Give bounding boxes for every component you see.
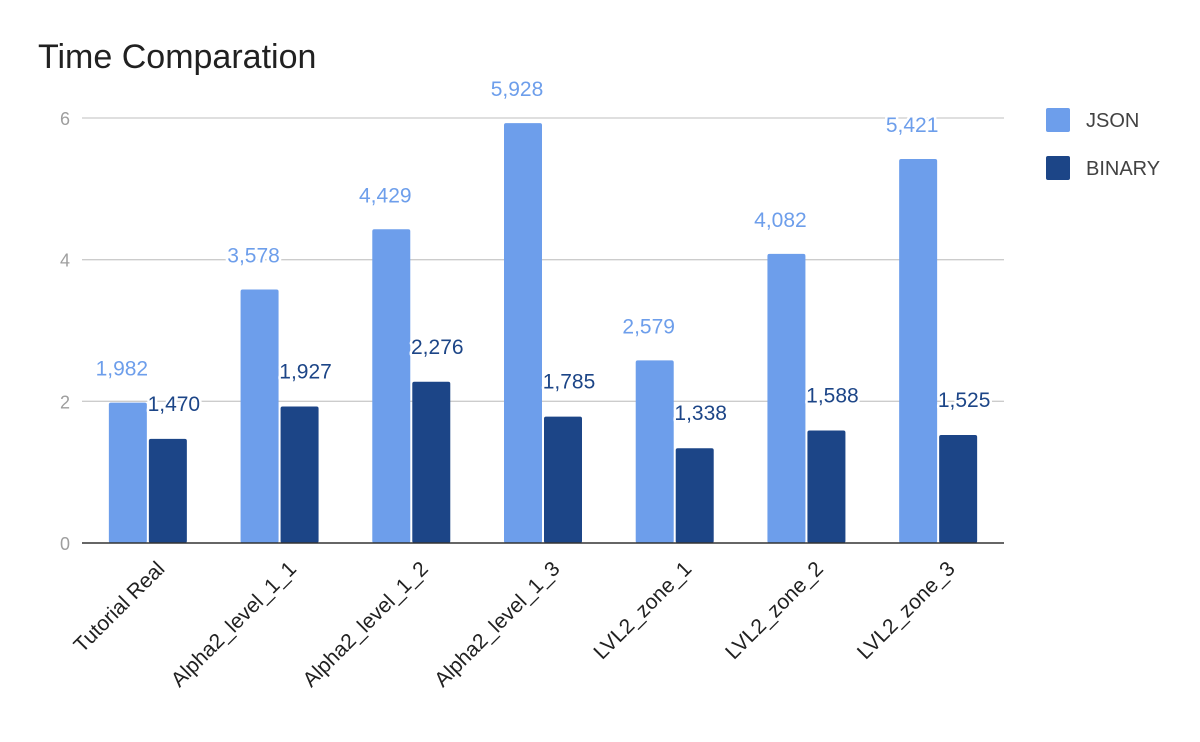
bar-json [240, 289, 279, 543]
bar-json [635, 360, 674, 543]
x-category-label: Alpha2_level_1_3 [430, 557, 564, 691]
data-label: 4,429 [359, 184, 412, 207]
chart-title: Time Comparation [38, 38, 317, 76]
data-label: 1,927 [279, 361, 332, 384]
bar-binary [939, 434, 978, 543]
data-label: 1,470 [148, 393, 201, 416]
x-category-label: LVL2_zone_3 [853, 557, 960, 664]
data-label: 1,982 [96, 358, 149, 381]
bar-binary [280, 406, 319, 543]
bar-json [108, 402, 147, 543]
legend-label-json: JSON [1086, 110, 1139, 132]
bar-binary [544, 416, 582, 543]
data-label: 5,928 [491, 78, 544, 101]
y-axis-ticks: 0 2 4 6 [60, 109, 70, 554]
y-tick-label: 6 [60, 109, 70, 129]
x-category-label: Tutorial Real [69, 557, 169, 657]
bar-binary [675, 448, 714, 543]
data-label: 1,525 [938, 389, 991, 412]
bar-json [767, 253, 806, 543]
legend-swatch-json [1046, 108, 1070, 132]
data-label: 4,082 [754, 209, 807, 232]
x-category-label: Alpha2_level_1_2 [298, 557, 432, 691]
bar-json [899, 159, 938, 543]
bar-binary [807, 430, 846, 543]
data-label: 2,276 [411, 336, 464, 359]
data-label: 2,579 [622, 315, 675, 338]
bar-json [372, 229, 411, 543]
data-label: 1,588 [806, 385, 859, 408]
bar-binary [148, 438, 187, 543]
legend-label-binary: BINARY [1086, 158, 1160, 180]
x-category-label: LVL2_zone_1 [589, 557, 696, 664]
data-labels: 1,982 1,470 3,578 1,927 4,429 2,276 5,928 1,785… [93, 76, 993, 428]
bars [108, 123, 978, 543]
data-label: 1,338 [674, 402, 727, 425]
bar-json [504, 123, 542, 543]
data-label: 5,421 [886, 114, 939, 137]
grid-lines [82, 117, 1004, 402]
data-label: 3,578 [227, 245, 280, 268]
y-tick-label: 2 [60, 392, 70, 412]
bar-binary [412, 381, 451, 543]
y-tick-label: 0 [60, 534, 70, 554]
x-category-label: LVL2_zone_2 [721, 557, 828, 664]
x-category-label: Alpha2_level_1_1 [167, 557, 301, 691]
legend-swatch-binary [1046, 156, 1070, 180]
x-axis-categories: Tutorial RealAlpha2_level_1_1Alpha2_leve… [69, 557, 959, 691]
legend: JSON BINARY [1046, 108, 1160, 180]
y-tick-label: 4 [60, 251, 70, 271]
data-label: 1,785 [543, 371, 596, 394]
